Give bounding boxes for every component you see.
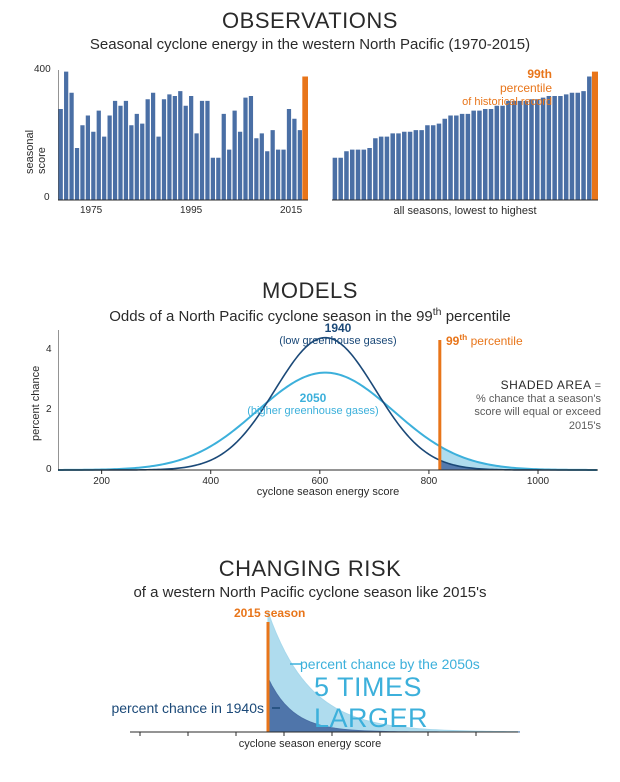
models-sub-sup: th [433, 306, 442, 318]
m-ytick-0: 0 [46, 464, 52, 475]
models-chart: 2004006008001000 percent chance 0 2 4 cy… [58, 330, 598, 500]
ytick-0: 0 [44, 192, 50, 203]
models-xlabel: cyclone season energy score [58, 486, 598, 498]
sn-l3: score will equal or exceed [474, 406, 601, 418]
xtick-1975: 1975 [80, 205, 102, 216]
l2050-t: 2050 [300, 391, 327, 405]
shaded-note: SHADED AREA = % chance that a season's s… [466, 378, 601, 433]
risk-subtitle: of a western North Pacific cyclone seaso… [0, 584, 620, 601]
obs-right-chart: all seasons, lowest to highest 99th perc… [332, 70, 598, 210]
obs-y-label: seasonal score [24, 114, 48, 174]
ann-percentile: percentile [442, 82, 552, 96]
models-ylabel: percent chance [30, 361, 42, 441]
obs-right-xlabel: all seasons, lowest to highest [332, 205, 598, 217]
sn-l2: % chance that a season's [476, 393, 601, 405]
risk-xlabel: cyclone season energy score [100, 738, 520, 750]
sn-eq: = [592, 380, 601, 392]
ann-99th: 99th [527, 67, 552, 81]
label-1940: 1940 (low greenhouse gases) [263, 322, 413, 347]
models-title: MODELS [0, 278, 620, 304]
risk-title: CHANGING RISK [0, 556, 620, 582]
models-panel: MODELS Odds of a North Pacific cyclone s… [0, 278, 620, 325]
observations-panel: OBSERVATIONS Seasonal cyclone energy in … [0, 8, 620, 53]
obs-left-svg [58, 70, 308, 210]
m-ytick-4: 4 [46, 344, 52, 355]
risk-2015-label: 2015 season [234, 606, 305, 620]
sn-l4: 2015's [569, 420, 601, 432]
observations-title: OBSERVATIONS [0, 8, 620, 34]
obs-right-annotation: 99th percentile of historical record [442, 68, 552, 108]
m99-pre: 99 [446, 334, 459, 348]
models-99th-label: 99th percentile [446, 332, 523, 348]
l2050-s: (higher greenhouse gases) [238, 405, 388, 417]
m-ytick-2: 2 [46, 404, 52, 415]
label-2050-risk: percent chance by the 2050s [300, 656, 480, 672]
ann-historical: of historical record [442, 96, 552, 109]
observations-subtitle: Seasonal cyclone energy in the western N… [0, 36, 620, 53]
label-2050: 2050 (higher greenhouse gases) [238, 392, 388, 417]
models-sub-post: percentile [442, 308, 511, 325]
xtick-1995: 1995 [180, 205, 202, 216]
big-5x: 5 TIMES LARGER [314, 672, 520, 734]
l1940-s: (low greenhouse gases) [263, 335, 413, 347]
sn-l1: SHADED AREA [501, 378, 592, 392]
m99-post: percentile [467, 334, 522, 348]
obs-left-chart: seasonal score 0 400 1975 1995 2015 [58, 70, 308, 210]
risk-chart: 2015 season cyclone season energy score … [100, 612, 520, 752]
l1940-t: 1940 [325, 321, 352, 335]
label-1940-risk: percent chance in 1940s [60, 700, 264, 716]
risk-panel: CHANGING RISK of a western North Pacific… [0, 556, 620, 601]
ytick-400: 400 [34, 64, 51, 75]
xtick-2015: 2015 [280, 205, 302, 216]
